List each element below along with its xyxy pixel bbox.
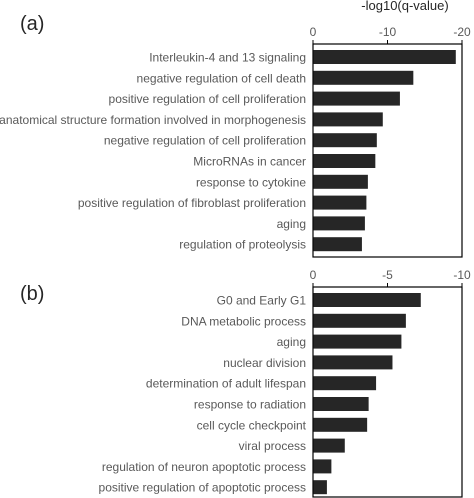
bar — [313, 195, 367, 210]
tick-label: -10 — [453, 268, 471, 282]
category-label: negative regulation of cell death — [137, 71, 306, 85]
category-label: aging — [277, 217, 306, 231]
panel-label: (a) — [20, 13, 44, 35]
tick-label: 0 — [310, 25, 317, 39]
axis-title: -log10(q-value) — [361, 0, 448, 13]
category-label: cell cycle checkpoint — [197, 418, 307, 432]
bar — [313, 237, 362, 252]
category-label: G0 and Early G1 — [217, 294, 307, 308]
bar — [313, 355, 393, 370]
category-label: positive regulation of apoptotic process — [99, 481, 306, 495]
bar — [313, 334, 402, 349]
tick-label: 0 — [310, 268, 317, 282]
panel-label: (b) — [20, 283, 44, 305]
bar — [313, 293, 421, 307]
panel-b: (b) 0 -5 -10 G0 and Early G1 DNA metabolic pr… — [20, 268, 471, 498]
bar — [313, 459, 332, 474]
category-label: response to cytokine — [196, 175, 306, 189]
tick-label: -20 — [453, 25, 471, 39]
bar — [313, 174, 368, 189]
category-label: anatomical structure formation involved … — [0, 113, 306, 127]
tick-label: -5 — [382, 268, 393, 282]
category-label: positive regulation of fibroblast prolif… — [78, 196, 306, 210]
bar — [313, 376, 377, 391]
bar — [313, 91, 400, 106]
bar — [313, 397, 369, 411]
bar — [313, 133, 377, 148]
category-label: viral process — [239, 439, 306, 453]
panel-a: (a) 0 -10 -20 Interleukin-4 and 13 signaling… — [0, 13, 471, 258]
category-label: aging — [277, 335, 306, 349]
bar — [313, 112, 383, 127]
category-label: MicroRNAs in cancer — [193, 155, 306, 169]
bar — [313, 480, 327, 495]
bar — [313, 313, 406, 328]
bar — [313, 216, 365, 231]
bar — [313, 70, 414, 85]
category-label: negative regulation of cell proliferatio… — [104, 134, 306, 148]
category-label: regulation of neuron apoptotic process — [102, 460, 306, 474]
bar — [313, 154, 376, 168]
bar — [313, 417, 368, 432]
bar — [313, 50, 456, 64]
category-label: Interleukin-4 and 13 signaling — [149, 51, 306, 65]
category-label: response to radiation — [194, 398, 306, 412]
tick-label: -10 — [379, 25, 397, 39]
bar — [313, 438, 345, 453]
category-label: determination of adult lifespan — [146, 377, 306, 391]
category-label: nuclear division — [223, 356, 306, 370]
category-label: positive regulation of cell proliferatio… — [109, 92, 306, 106]
category-label: regulation of proteolysis — [179, 238, 306, 252]
category-label: DNA metabolic process — [181, 314, 306, 328]
